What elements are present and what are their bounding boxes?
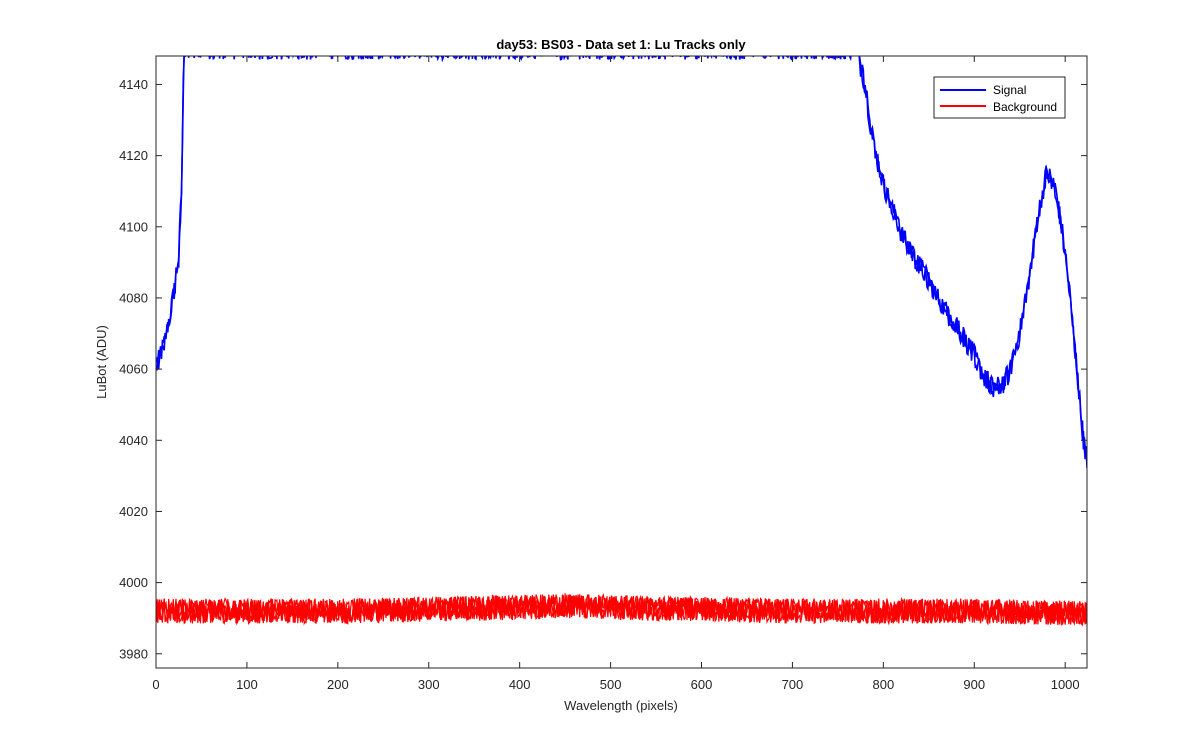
y-tick-label: 4000 [119,575,148,590]
x-tick-label: 0 [152,677,159,692]
legend-box [933,76,1066,119]
x-tick-label: 700 [782,677,804,692]
legend-entry-background: Background [993,100,1057,114]
y-axis-label: LuBot (ADU) [94,325,109,399]
plot-area [156,56,1087,668]
x-tick-label: 400 [509,677,531,692]
series-line-background [156,594,1087,626]
chart-title: day53: BS03 - Data set 1: Lu Tracks only [496,37,746,52]
x-tick-label: 500 [600,677,622,692]
y-tick-label: 4100 [119,219,148,234]
x-tick-label: 200 [327,677,349,692]
y-tick-label: 4140 [119,77,148,92]
legend: Signal Background [933,76,1066,119]
x-tick-label: 900 [963,677,985,692]
series-layer [156,56,1087,627]
x-tick-label: 800 [872,677,894,692]
series-line-signal [156,56,1087,469]
x-tick-label: 600 [691,677,713,692]
x-tick-label: 100 [236,677,258,692]
x-tick-label: 1000 [1051,677,1080,692]
x-tick-label: 300 [418,677,440,692]
x-axis: 0 100 200 300 400 500 600 700 800 900 1000 [152,56,1080,692]
y-tick-label: 4060 [119,362,148,377]
x-axis-label: Wavelength (pixels) [564,698,678,713]
y-tick-label: 3980 [119,646,148,661]
plot-frame [155,55,1088,669]
y-tick-label: 4040 [119,433,148,448]
y-tick-label: 4120 [119,148,148,163]
y-axis: 3980 4000 4020 4040 4060 4080 4100 4120 4140 [119,77,1087,661]
legend-entry-signal: Signal [993,83,1026,97]
y-tick-label: 4080 [119,290,148,305]
y-tick-label: 4020 [119,504,148,519]
